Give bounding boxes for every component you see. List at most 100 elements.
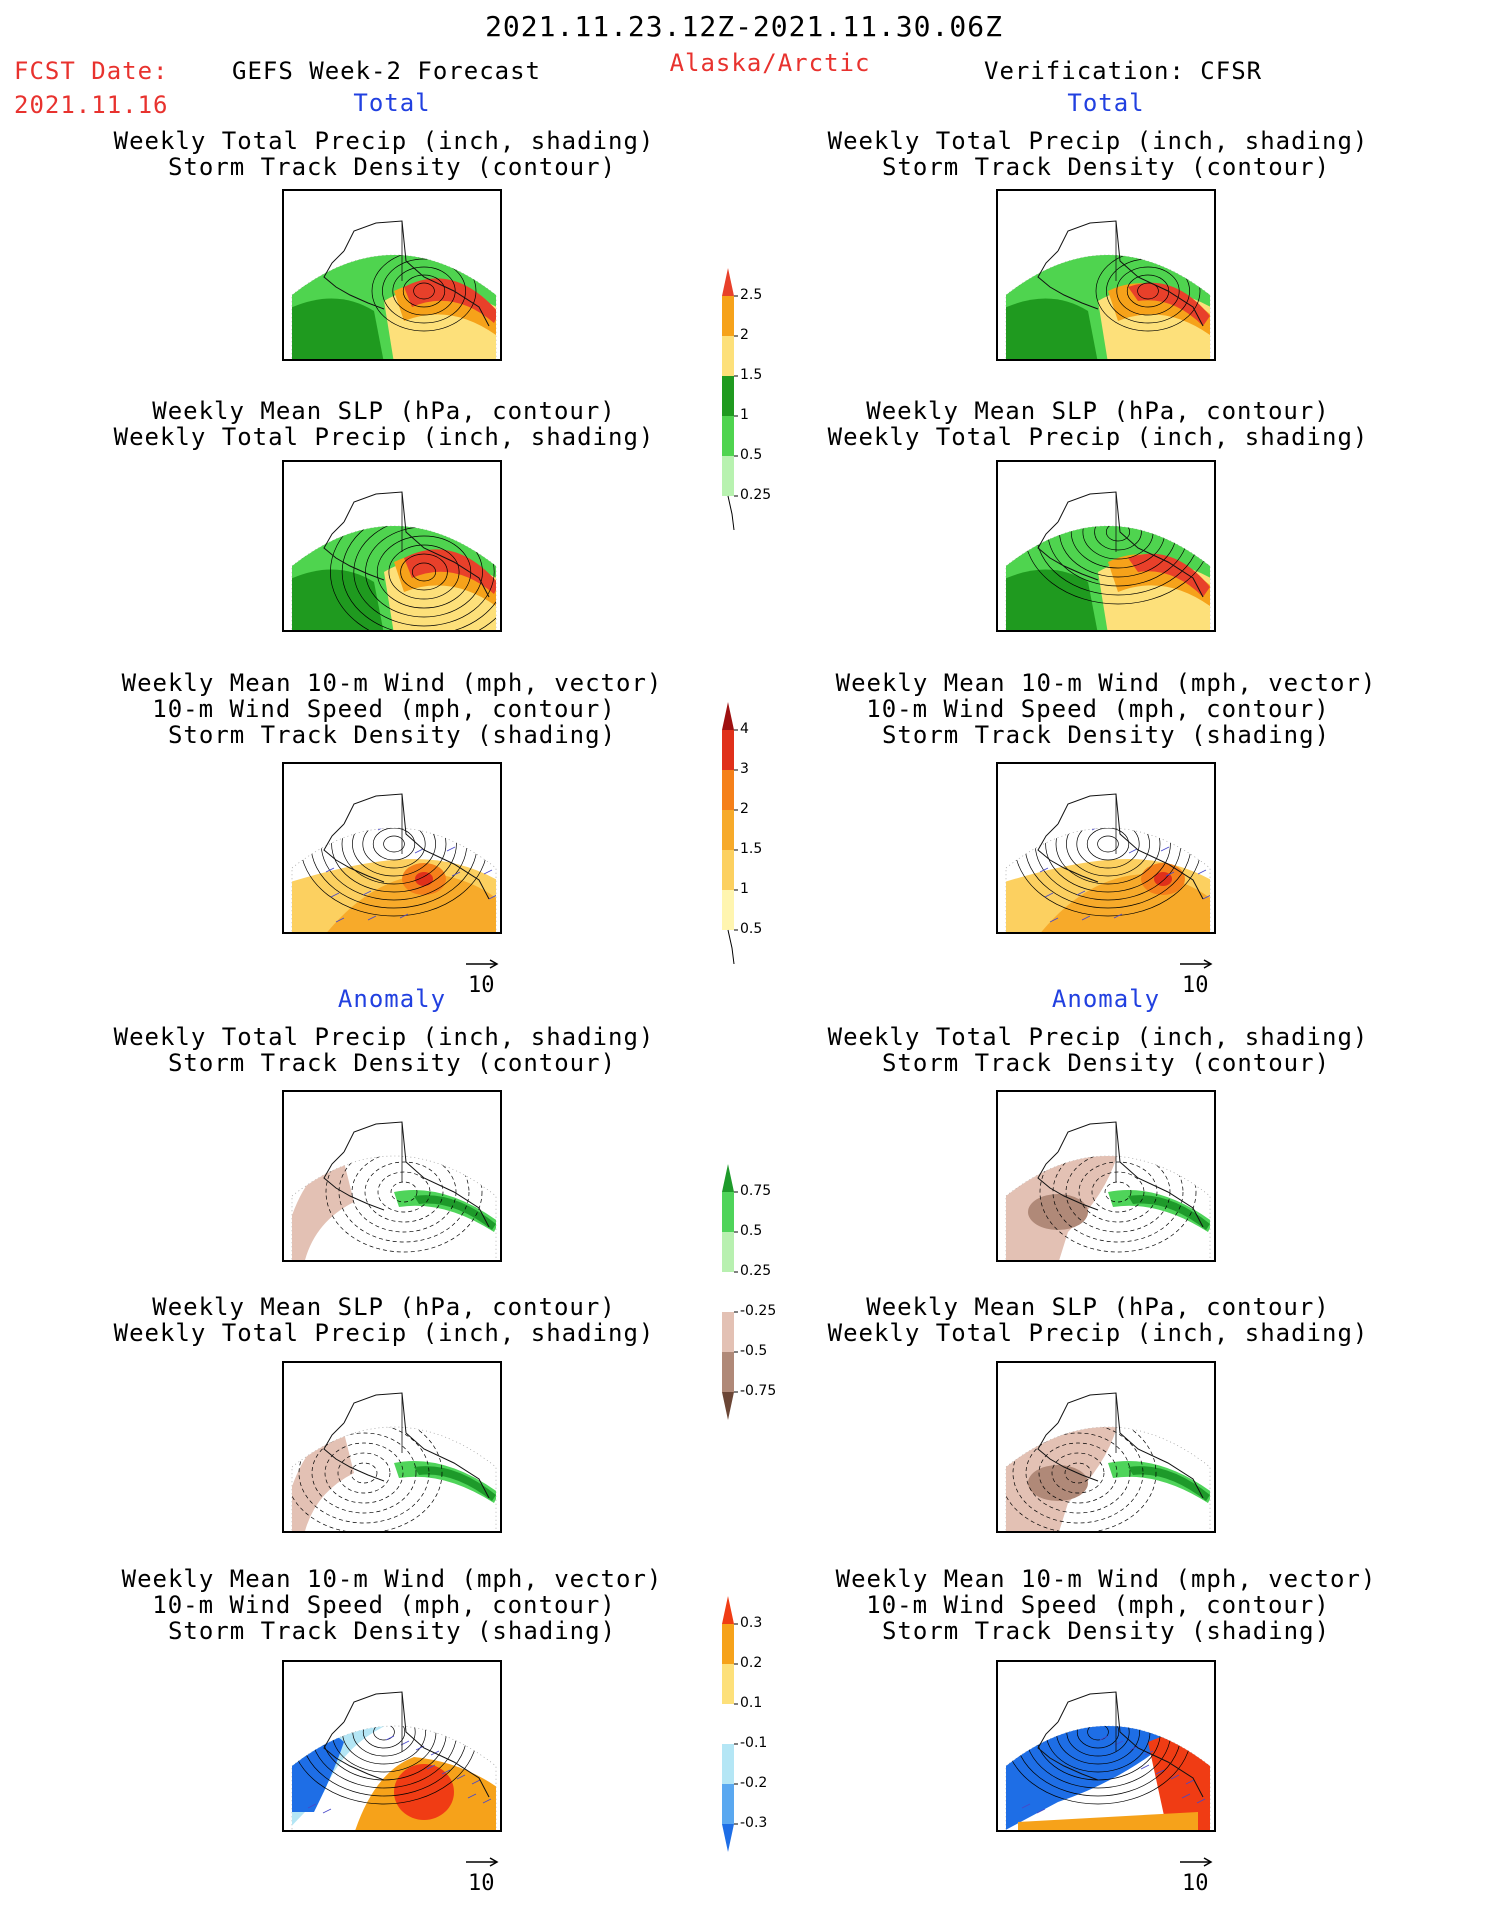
- panel-title-line: Storm Track Density (contour): [167, 1049, 617, 1077]
- wind-vector: [1113, 913, 1123, 919]
- map-field: [292, 1678, 496, 1830]
- contour-line: [383, 835, 405, 853]
- panel-title-line: Weekly Total Precip (inch, shading): [113, 1319, 655, 1347]
- forecast-model-title: GEFS Week-2 Forecast: [232, 57, 541, 85]
- wind-vector: [1188, 820, 1196, 824]
- coastline: [343, 220, 490, 327]
- wind-vector: [1059, 1707, 1067, 1711]
- contour-line: [1076, 828, 1140, 869]
- colorbar-graphic: [722, 268, 738, 531]
- colorbar-swatch: [722, 296, 734, 336]
- vector-scale-label: 10: [468, 1871, 495, 1896]
- colorbar-swatch: [722, 1192, 734, 1232]
- coastline: [1057, 491, 1204, 598]
- colorbar-swatch: [722, 1232, 734, 1272]
- region-title: Alaska/Arctic: [669, 49, 871, 77]
- contour-line: [1051, 1452, 1105, 1494]
- contour-line: [1094, 526, 1142, 551]
- map-field: [292, 526, 496, 630]
- colorbar-swatch: [722, 850, 734, 890]
- precip-shading: [1006, 298, 1098, 359]
- colorbar-precip-anom: 0.75 0.5 0.25 -0.25 -0.5 -0.75: [712, 1164, 792, 1446]
- anomaly-shading: [1108, 1461, 1210, 1503]
- wind-vector: [1063, 1693, 1071, 1697]
- section-anomaly-left: Anomaly: [337, 985, 447, 1013]
- wind-vector: [377, 828, 387, 831]
- map-field: [1006, 799, 1210, 932]
- coastline: [1037, 1151, 1099, 1211]
- coastline: [323, 1422, 385, 1482]
- panel-title-line: Storm Track Density (shading): [167, 1617, 617, 1645]
- panel-title-line: Weekly Mean SLP (hPa, contour): [152, 397, 616, 425]
- panel-title-line: Storm Track Density (shading): [881, 1617, 1331, 1645]
- wind-vector: [334, 1688, 342, 1692]
- colorbar-swatch: [722, 1312, 734, 1352]
- panel-title-line: 10-m Wind Speed (mph, contour): [866, 1591, 1330, 1619]
- contour-line: [1097, 835, 1119, 853]
- colorbar-label: 2: [740, 327, 749, 343]
- contour-line: [1052, 1156, 1184, 1243]
- panel-title-line: Weekly Total Precip (inch, shading): [113, 127, 655, 155]
- wind-vector: [1181, 1793, 1191, 1799]
- wind-vector: [1119, 799, 1127, 803]
- contour-line: [352, 828, 436, 877]
- colorbar-swatch: [722, 1664, 734, 1704]
- coastline: [343, 1691, 490, 1798]
- anomaly-shading: [394, 1190, 496, 1232]
- wind-vector: [1099, 1735, 1109, 1741]
- coastline: [323, 521, 385, 581]
- wind-vector: [456, 1774, 466, 1780]
- contour-line: [390, 1181, 418, 1203]
- panel-title-line: 10-m Wind Speed (mph, contour): [152, 1591, 616, 1619]
- contour-line: [364, 1161, 444, 1223]
- wind-vector: [307, 1803, 317, 1809]
- colorbar-label: -0.3: [740, 1815, 768, 1831]
- contour-line: [351, 1156, 457, 1233]
- map-field: [1006, 1693, 1210, 1830]
- wind-vector: [373, 801, 381, 805]
- anomaly-shading: [414, 1466, 496, 1501]
- wind-vector: [1123, 828, 1133, 829]
- colorbar-label: 0.5: [740, 921, 763, 937]
- map-total-slp-verification: [996, 460, 1216, 632]
- valid-period-title: 2021.11.23.12Z-2021.11.30.06Z: [485, 10, 1003, 43]
- contour-line: [1104, 1181, 1132, 1203]
- wind-vector: [451, 871, 461, 877]
- wind-vector: [1039, 867, 1049, 873]
- map-field: [292, 1427, 496, 1531]
- wind-vector: [1155, 1769, 1165, 1775]
- wind-vector: [304, 1678, 312, 1682]
- coastline: [343, 491, 490, 598]
- colorbar-label: 0.1: [740, 1695, 763, 1711]
- colorbar-swatch: [722, 890, 734, 930]
- wind-vector: [1196, 1798, 1206, 1804]
- colorbar-swatch: [722, 1824, 734, 1852]
- map-total-wind-forecast: [282, 762, 502, 934]
- anomaly-shading: [394, 1461, 496, 1503]
- colorbar-storm-total: 4 3 2 1.5 1 0.5: [712, 702, 792, 984]
- colorbar-swatch: [722, 1392, 734, 1420]
- contour-line: [1087, 1726, 1109, 1741]
- contour-line: [388, 544, 460, 600]
- contour-line: [376, 535, 472, 609]
- colorbar-swatch: [722, 268, 734, 296]
- vector-scale-arrow: 10: [464, 952, 500, 998]
- contour-line: [1006, 1427, 1157, 1531]
- map-field: [1006, 526, 1210, 630]
- panel-title-line: 10-m Wind Speed (mph, contour): [152, 695, 616, 723]
- contour-line: [331, 828, 457, 893]
- wind-vector: [367, 915, 377, 921]
- map-field: [292, 1156, 496, 1260]
- colorbar-swatch: [722, 336, 734, 376]
- panel-title-line: Weekly Mean 10-m Wind (mph, vector): [121, 669, 663, 697]
- precip-shading: [292, 569, 384, 630]
- coastline: [1057, 793, 1204, 900]
- panel-title-line: Weekly Total Precip (inch, shading): [827, 1319, 1369, 1347]
- anomaly-shading: [292, 1433, 354, 1531]
- anomaly-shading: [414, 1195, 496, 1230]
- wind-vector: [405, 799, 413, 803]
- colorbar-label: 1.5: [740, 841, 763, 857]
- contour-line: [362, 828, 426, 869]
- anomaly-shading: [1028, 1465, 1088, 1501]
- colorbar-label: -0.75: [740, 1383, 777, 1399]
